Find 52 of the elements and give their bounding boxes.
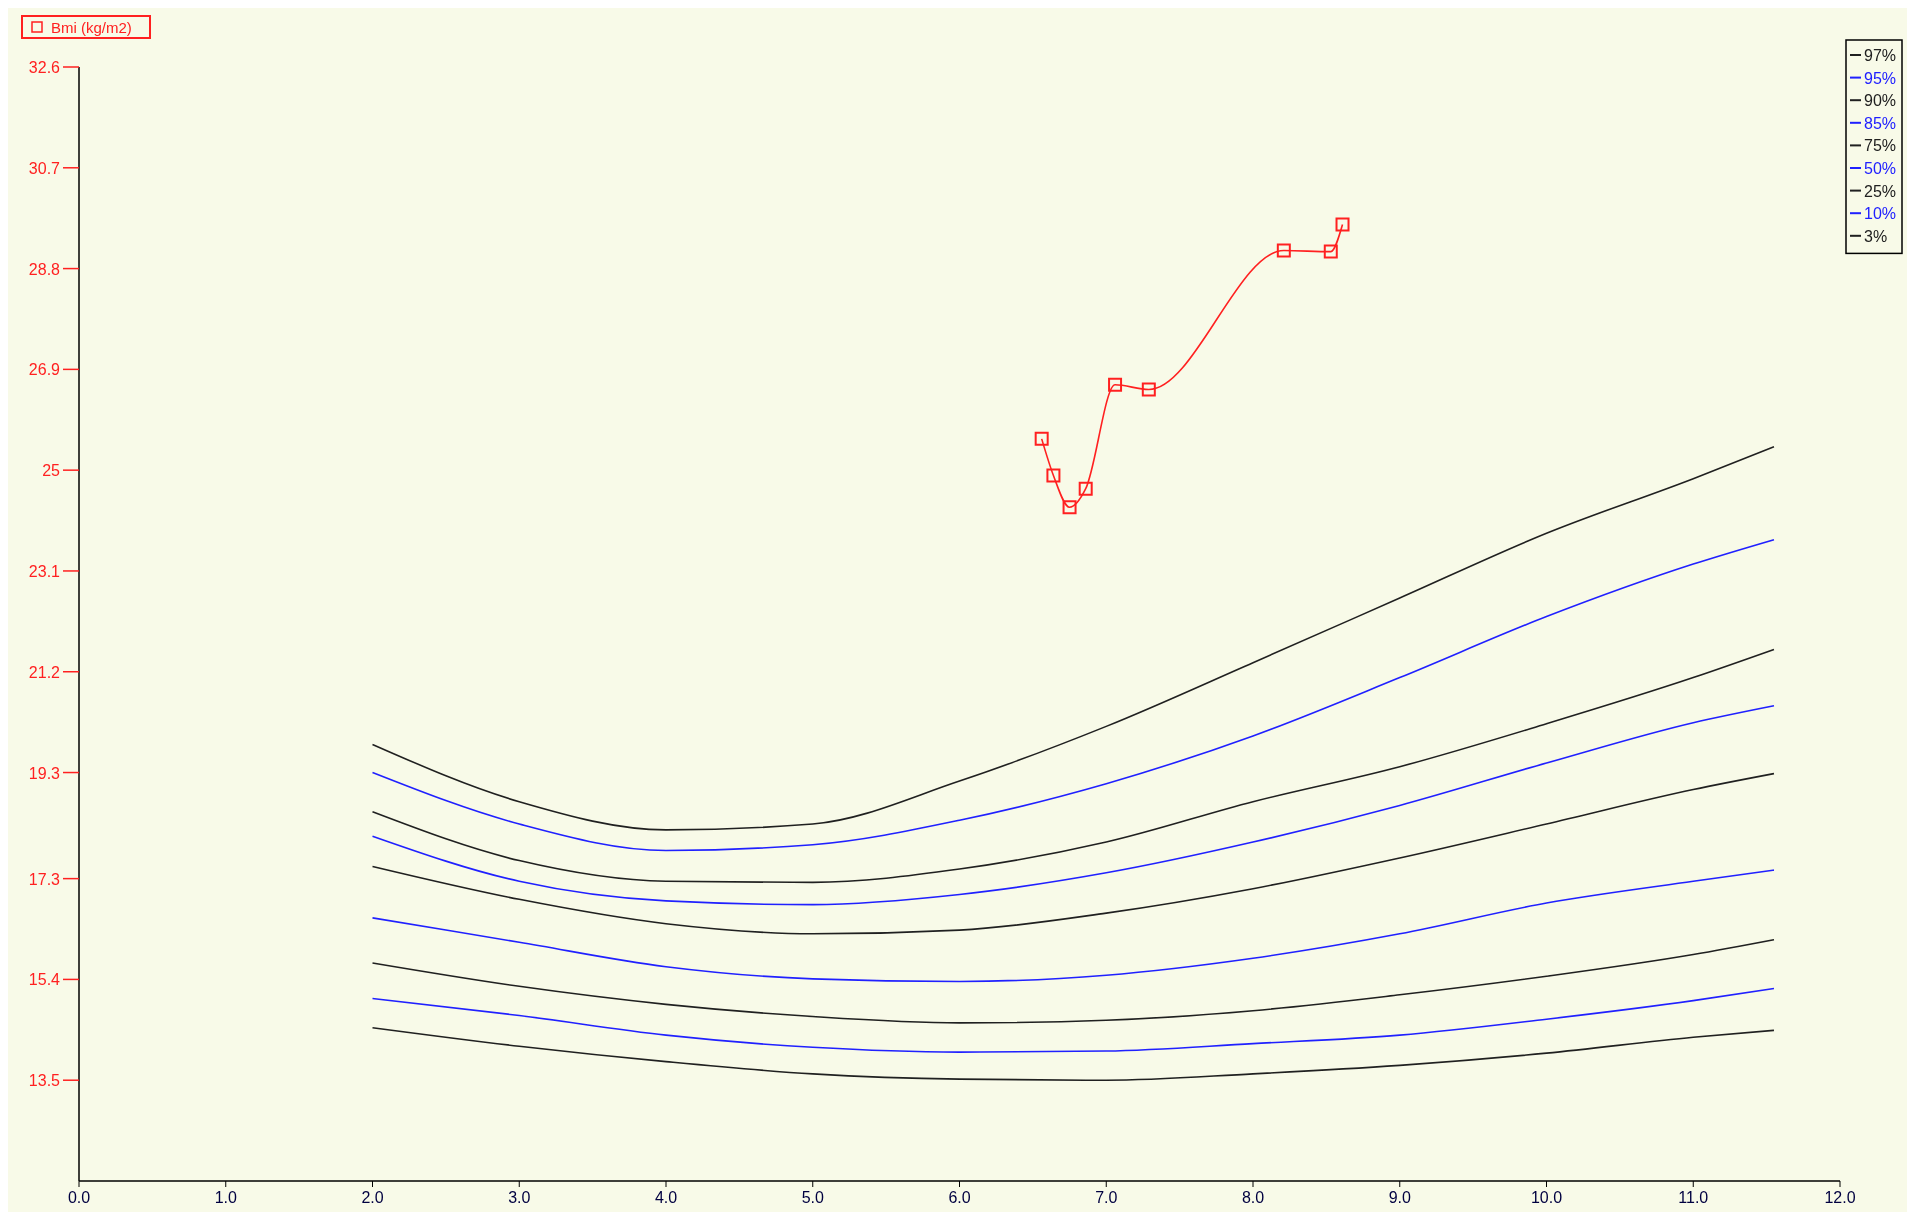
x-tick-label: 11.0 [1678, 1189, 1709, 1206]
x-tick-label: 12.0 [1824, 1189, 1856, 1206]
x-tick-label: 3.0 [508, 1189, 531, 1206]
line-series [371, 446, 1775, 831]
legend-label: 10% [1864, 205, 1897, 223]
y-tick-label: 17.3 [28, 870, 61, 888]
y-tick-label: 32.6 [28, 59, 61, 76]
line-series [371, 648, 1775, 884]
line-series [371, 704, 1775, 906]
legend-label: Bmi (kg/m2) [51, 19, 132, 36]
x-tick-label: 7.0 [1095, 1189, 1118, 1206]
legend-label: 75% [1864, 137, 1897, 155]
point [1046, 468, 1061, 483]
y-tick-label: 28.8 [28, 260, 61, 278]
y-tick-label: 30.7 [28, 159, 61, 177]
x-tick-label: 1.0 [214, 1189, 237, 1206]
legend-label: 85% [1864, 114, 1897, 132]
point [1335, 217, 1350, 232]
point [1108, 377, 1123, 392]
line-series [371, 987, 1775, 1053]
line-series [371, 772, 1775, 935]
y-tick-label: 26.9 [28, 361, 61, 379]
point [1062, 500, 1077, 515]
legend-label: 90% [1864, 92, 1897, 110]
x-tick-label: 5.0 [801, 1189, 824, 1206]
legend-label: 50% [1864, 160, 1897, 177]
line-series [371, 1026, 1775, 1082]
point [1034, 431, 1049, 446]
x-tick-label: 10.0 [1530, 1189, 1563, 1206]
point [1323, 244, 1338, 259]
point [1276, 243, 1291, 258]
y-tick-label: 21.2 [28, 663, 61, 681]
legend-label: 95% [1864, 69, 1897, 87]
y-tick-label: 23.1 [28, 562, 61, 580]
legend-label: 97% [1864, 47, 1897, 64]
legend-label: 25% [1864, 182, 1897, 200]
line-series [371, 869, 1775, 983]
point [1078, 481, 1093, 496]
line-series [371, 538, 1775, 852]
x-tick-label: 4.0 [654, 1189, 678, 1206]
x-tick-label: 2.0 [361, 1189, 384, 1206]
y-tick-label: 25 [42, 462, 61, 480]
x-tick-label: 8.0 [1241, 1189, 1265, 1206]
point [1141, 382, 1156, 397]
x-tick-label: 9.0 [1388, 1189, 1411, 1206]
x-tick-label: 6.0 [948, 1189, 971, 1206]
y-tick-label: 13.5 [28, 1072, 61, 1090]
y-tick-label: 15.4 [28, 971, 61, 989]
x-tick-label: 0.0 [67, 1189, 91, 1206]
legend-label: 3% [1864, 227, 1888, 245]
line-series [371, 938, 1775, 1024]
y-tick-label: 19.3 [28, 764, 61, 782]
